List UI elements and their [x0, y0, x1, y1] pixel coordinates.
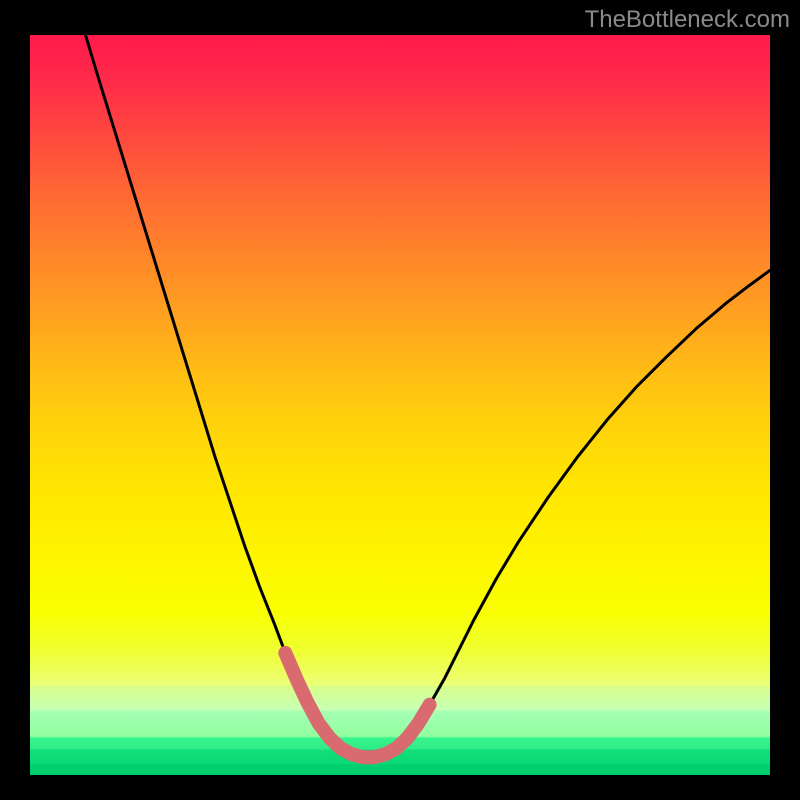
attribution-label: TheBottleneck.com	[585, 6, 790, 34]
plot-area	[30, 35, 770, 775]
plot-svg	[30, 35, 770, 775]
chart-stage: TheBottleneck.com	[0, 0, 800, 800]
plot-background	[30, 35, 770, 775]
